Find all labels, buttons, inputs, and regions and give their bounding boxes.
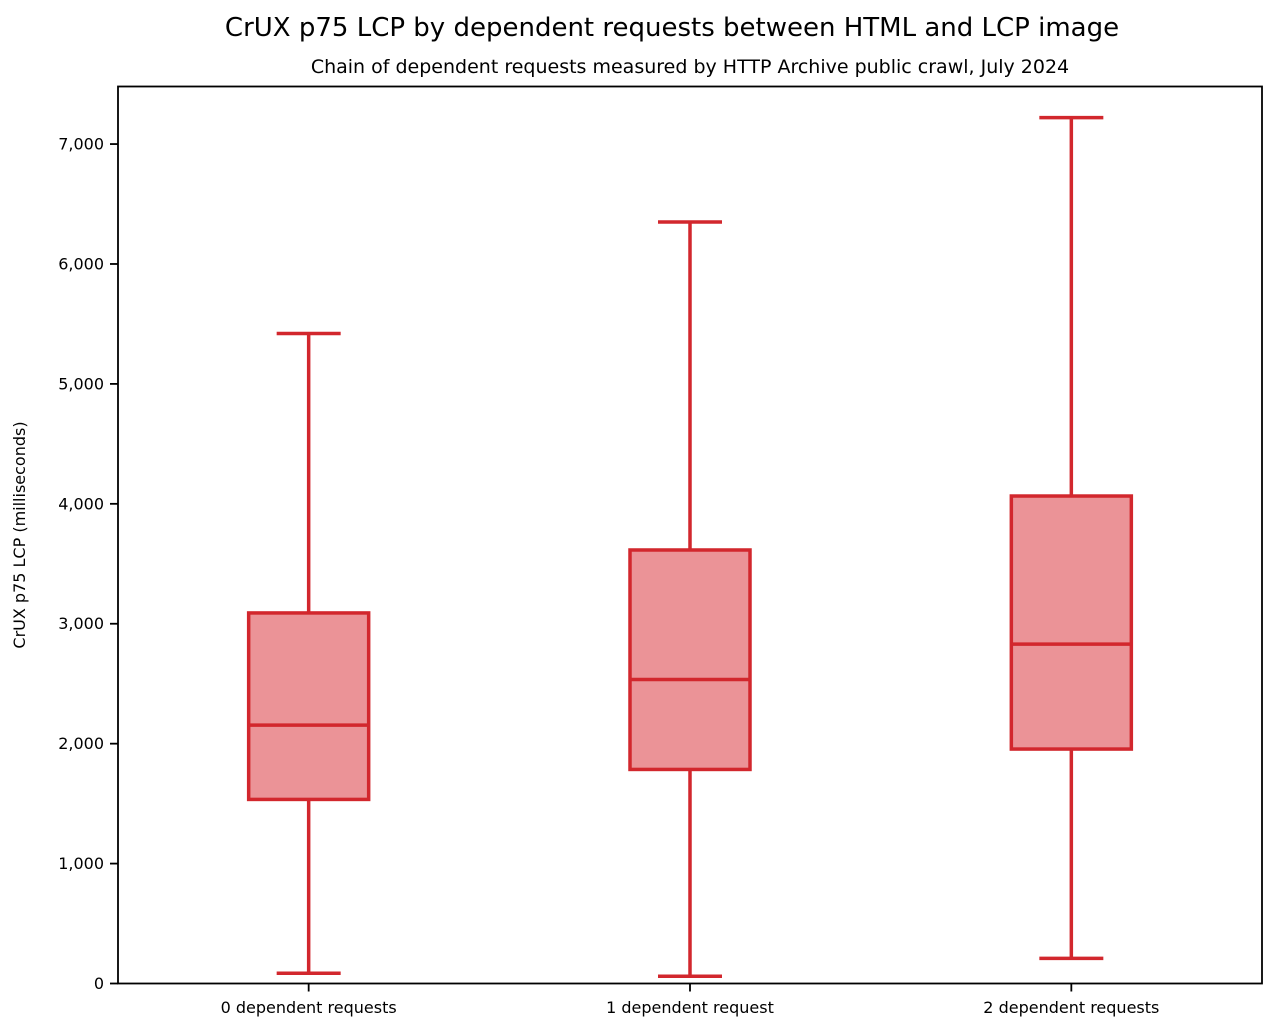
plot-area: 0 1,000 2,000 3,000 4,000 5,000 6,000 7,000 0 de… — [58, 85, 1263, 1017]
iqr-box — [1009, 494, 1134, 751]
x-tick-label: 2 dependent requests — [983, 998, 1159, 1017]
y-tick-label: 5,000 — [58, 374, 104, 393]
y-tick-label: 1,000 — [58, 854, 104, 873]
chart-subtitle: Chain of dependent requests measured by … — [311, 56, 1069, 78]
iqr-box — [628, 548, 752, 772]
y-tick-label: 3,000 — [58, 614, 104, 633]
y-tick-label: 0 — [94, 974, 104, 993]
iqr-box — [246, 611, 371, 802]
y-tick-label: 4,000 — [58, 494, 104, 513]
y-tick-label: 6,000 — [58, 254, 104, 273]
y-tick-label: 7,000 — [58, 135, 104, 154]
y-tick-label: 2,000 — [58, 734, 104, 753]
x-tick-label: 0 dependent requests — [221, 998, 397, 1017]
x-tick-label: 1 dependent request — [606, 998, 774, 1017]
y-axis-label: CrUX p75 LCP (milliseconds) — [10, 421, 29, 648]
chart-title: CrUX p75 LCP by dependent requests betwe… — [225, 13, 1119, 43]
